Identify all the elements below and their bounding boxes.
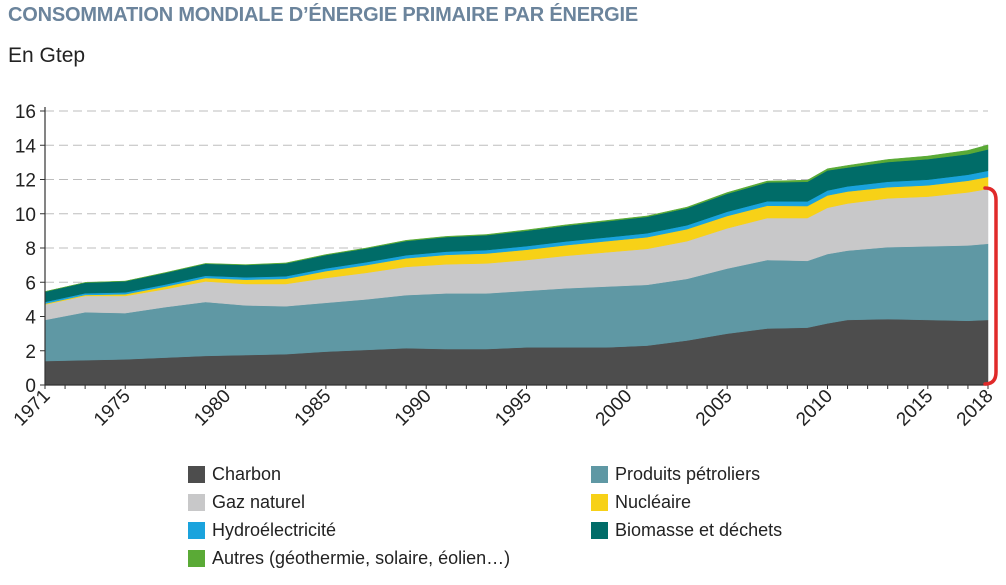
y-tick-label: 0 (25, 376, 36, 397)
legend-swatch (591, 466, 608, 483)
x-tick-label: 1990 (391, 386, 436, 431)
y-axis-ticks: 0 2 4 6 8 10 12 14 16 (15, 102, 45, 397)
legend-label: Nucléaire (615, 492, 692, 512)
x-tick-label: 2015 (893, 386, 938, 431)
legend-swatch (591, 522, 608, 539)
x-tick-label: 1975 (90, 386, 135, 431)
x-tick-label: 2000 (592, 386, 637, 431)
y-tick-label: 6 (25, 273, 36, 294)
y-tick-label: 16 (15, 102, 36, 123)
y-tick-label: 4 (25, 308, 36, 329)
y-tick-label: 10 (15, 205, 36, 226)
legend-label: Autres (géothermie, solaire, éolien…) (212, 548, 511, 568)
legend-swatch (188, 466, 205, 483)
bracket-annotation (983, 186, 998, 386)
x-tick-label: 2010 (792, 386, 837, 431)
legend-item: Gaz naturel (188, 492, 305, 513)
legend-label: Biomasse et déchets (615, 520, 783, 540)
legend-item: Autres (géothermie, solaire, éolien…) (188, 548, 510, 569)
legend-swatch (188, 550, 205, 567)
x-tick-label: 1971 (10, 386, 55, 431)
x-tick-label: 1995 (491, 386, 536, 431)
x-tick-label: 2005 (692, 386, 737, 431)
legend-swatch (188, 522, 205, 539)
x-tick-label: 1985 (291, 386, 336, 431)
legend-item: Hydroélectricité (188, 520, 336, 541)
y-tick-label: 12 (15, 171, 36, 192)
legend-label: Hydroélectricité (212, 520, 337, 540)
x-tick-label: 1980 (190, 386, 235, 431)
chart-title: CONSOMMATION MONDIALE D’ÉNERGIE PRIMAIRE… (8, 4, 639, 26)
legend-label: Charbon (212, 464, 282, 484)
legend-swatch (591, 494, 608, 511)
y-tick-label: 8 (25, 239, 36, 260)
legend-item: Produits pétroliers (591, 464, 760, 485)
y-axis-unit-label: En Gtep (8, 44, 86, 67)
legend-swatch (188, 494, 205, 511)
legend-item: Charbon (188, 464, 281, 485)
axes (44, 107, 988, 386)
x-tick-label: 2018 (953, 386, 998, 431)
legend-item: Biomasse et déchets (591, 520, 782, 541)
y-tick-label: 2 (25, 342, 36, 363)
area-series-7 (44, 144, 989, 292)
legend-label: Produits pétroliers (615, 464, 761, 484)
area-series-group (44, 144, 989, 386)
x-axis-ticks: 1971 1975 1980 1985 1990 1995 2000 2005 2010 2015… (10, 385, 998, 430)
legend-label: Gaz naturel (212, 492, 306, 512)
y-tick-label: 14 (15, 136, 37, 157)
legend-item: Nucléaire (591, 492, 691, 513)
